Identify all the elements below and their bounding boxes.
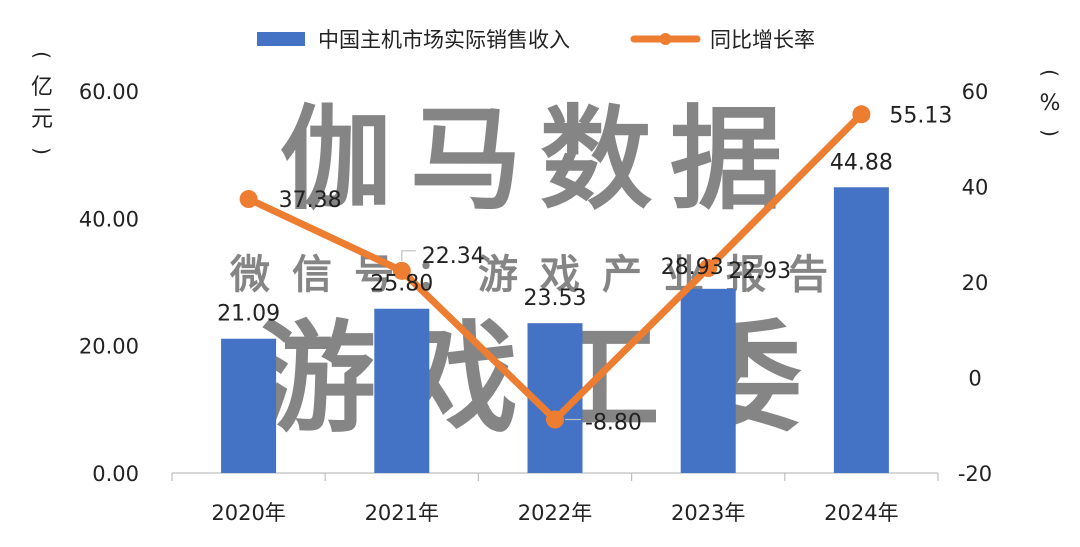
left-axis-title-char: ( [30, 51, 54, 59]
bar [221, 338, 277, 473]
line-point [392, 261, 411, 280]
bar-value-label: 28.93 [661, 255, 724, 280]
left-tick-label: 40.00 [79, 207, 139, 231]
right-axis-ticks: -20 0 20 40 60 [958, 80, 992, 486]
watermark-line1: 伽马数据 [280, 95, 800, 225]
left-axis-ticks: 0.00 20.00 40.00 60.00 [79, 80, 139, 486]
x-tick-label: 2023年 [671, 501, 745, 525]
line-series [239, 105, 871, 429]
line-point [546, 410, 564, 429]
bar [374, 308, 430, 473]
left-axis-title: ( 亿元) [30, 51, 54, 155]
right-tick-label: 60 [962, 80, 989, 104]
right-tick-label: -20 [958, 462, 992, 486]
x-tick-label: 2021年 [365, 501, 439, 525]
line-point [852, 105, 871, 124]
line-point [239, 190, 258, 209]
right-axis-title-char: ) [1038, 129, 1062, 137]
right-tick-label: 20 [962, 271, 989, 295]
x-tick-label: 2024年 [824, 501, 898, 525]
left-axis-title-char: ) [30, 147, 54, 155]
legend: 中国主机市场实际销售收入 同比增长率 [257, 28, 815, 52]
label-leader [401, 250, 416, 261]
line-value-label: 55.13 [889, 103, 952, 128]
x-axis: 2020年 2021年 2022年 2023年 2024年 [171, 472, 939, 525]
left-axis-title-char: 元 [31, 107, 53, 132]
right-axis-title: (%) [1038, 69, 1062, 137]
x-tick-label: 2020年 [211, 501, 285, 525]
right-tick-label: 0 [968, 367, 981, 391]
legend-line-marker [659, 33, 672, 45]
legend-line-label: 同比增长率 [710, 28, 815, 52]
x-tick-label: 2022年 [518, 501, 592, 525]
left-tick-label: 20.00 [79, 335, 139, 359]
line-value-label: 22.93 [728, 259, 791, 284]
line-value-label: 22.34 [422, 244, 485, 269]
bar [833, 187, 889, 473]
left-tick-label: 0.00 [92, 462, 139, 486]
left-tick-label: 60.00 [79, 80, 139, 104]
bar-value-label: 23.53 [524, 286, 587, 311]
right-axis-title-char: % [1040, 91, 1061, 116]
legend-bar-swatch [257, 32, 305, 46]
data-labels: 21.09 25.80 23.53 28.93 44.88 37.38 22.34 -8.80… [217, 103, 952, 435]
bar-value-label: 25.80 [370, 272, 433, 297]
bar-series [221, 187, 889, 473]
line-value-label: 37.38 [279, 188, 342, 213]
bar-value-label: 21.09 [217, 302, 280, 327]
bar [680, 288, 736, 473]
right-tick-label: 40 [962, 176, 989, 200]
left-axis-title-char: 亿 [31, 75, 53, 100]
line-point [699, 259, 718, 278]
bar-value-label: 44.88 [830, 150, 893, 175]
right-axis-title-char: ( [1038, 69, 1062, 77]
line-value-label: -8.80 [585, 411, 642, 436]
legend-bar-label: 中国主机市场实际销售收入 [318, 28, 570, 52]
